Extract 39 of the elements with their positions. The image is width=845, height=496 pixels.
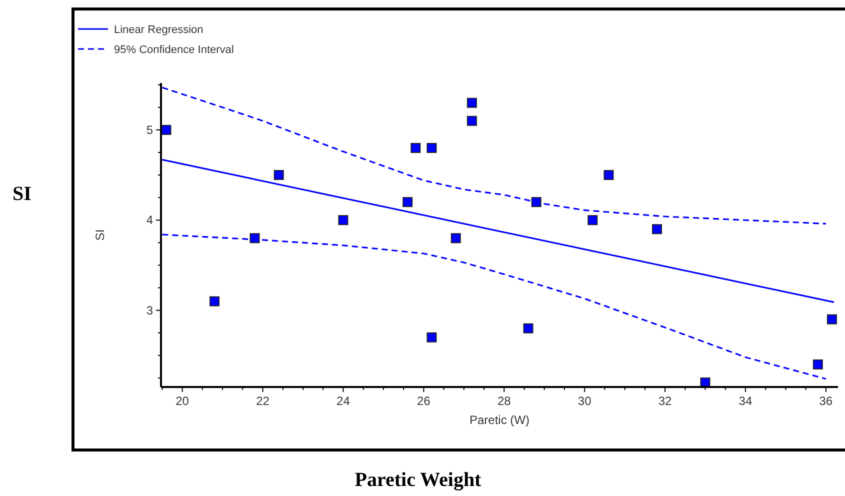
point	[450, 233, 461, 244]
legend-label: 95% Confidence Interval	[114, 44, 234, 56]
x-tick-label: 30	[578, 394, 592, 408]
point	[652, 224, 662, 234]
point	[812, 359, 823, 370]
point	[402, 197, 413, 208]
x-tick-label: 28	[497, 394, 512, 408]
point	[523, 323, 534, 334]
point	[426, 142, 437, 153]
x-tick-label: 26	[416, 394, 431, 408]
point	[426, 332, 437, 342]
text: SI	[12, 183, 32, 205]
x-tick-label: 22	[256, 394, 270, 408]
point	[161, 124, 172, 135]
x-tick-label: 34	[738, 394, 752, 408]
point	[410, 142, 421, 153]
point	[604, 170, 614, 180]
point	[210, 296, 220, 306]
y-axis-title: SI	[93, 229, 107, 241]
point	[588, 215, 598, 226]
x-tick-label: 32	[658, 394, 672, 408]
x-tick-label: 36	[819, 394, 833, 408]
x-tick-label: 24	[336, 394, 350, 408]
text: Paretic Weight	[354, 469, 482, 491]
point	[826, 314, 837, 324]
point	[338, 215, 348, 226]
point	[274, 170, 284, 180]
legend-label: Linear Regression	[114, 24, 204, 36]
x-tick-label: 20	[176, 394, 190, 408]
line-series	[161, 234, 827, 380]
y-tick-label: 4	[146, 213, 154, 228]
point	[466, 98, 477, 108]
point	[531, 197, 542, 208]
y-tick-label: 5	[146, 122, 154, 137]
point	[466, 116, 477, 126]
y-tick-label: 3	[146, 303, 154, 318]
x-axis-title: Paretic (W)	[470, 413, 530, 427]
point	[250, 233, 260, 244]
line-series	[161, 86, 827, 225]
